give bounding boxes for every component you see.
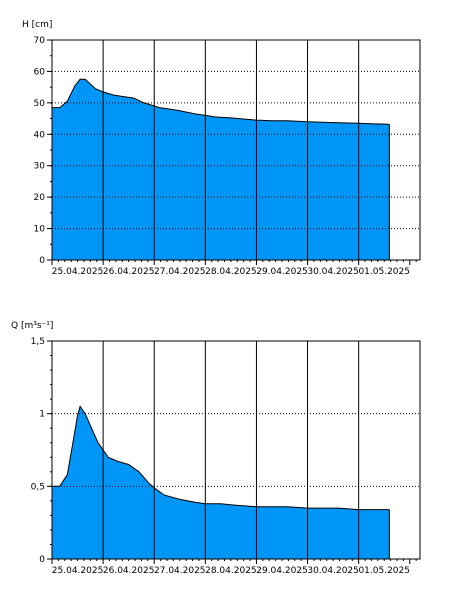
chart-1-ytick-label-6: 60 — [34, 67, 46, 77]
chart-2-xtick-label-4: 29.04.2025 — [256, 566, 308, 576]
chart-2-ylabel: Q [m³s⁻¹] — [11, 321, 53, 331]
chart-1-series-line — [51, 78, 390, 125]
chart-1-xtick-label-2: 27.04.2025 — [154, 267, 206, 277]
chart-1-ytick-label-7: 70 — [34, 36, 46, 46]
chart-1-ylabel: H [cm] — [22, 20, 52, 30]
chart-1-area-fill — [52, 79, 390, 260]
chart-2-area-fill — [52, 406, 390, 559]
chart-2-xtick-label-0: 25.04.2025 — [52, 566, 104, 576]
chart-1-xtick-label-1: 26.04.2025 — [103, 267, 155, 277]
chart-1-ytick-label-5: 50 — [34, 99, 46, 109]
chart-1-xtick-label-3: 28.04.2025 — [205, 267, 257, 277]
chart-1-ytick-label-4: 40 — [34, 130, 46, 140]
chart-1-ytick-label-1: 10 — [34, 225, 46, 235]
chart-2-xtick-label-3: 28.04.2025 — [205, 566, 257, 576]
chart-1-ytick-label-0: 0 — [39, 256, 45, 266]
chart-2-xtick-label-5: 30.04.2025 — [307, 566, 359, 576]
chart-2-xtick-label-6: 01.05.2025 — [358, 566, 410, 576]
chart-2-xtick-label-2: 27.04.2025 — [154, 566, 206, 576]
chart-2-ytick-label-1: 0,5 — [31, 482, 45, 492]
chart-2-series-line — [51, 405, 390, 511]
chart-1-ytick-label-2: 20 — [34, 193, 46, 203]
chart-1-xtick-label-0: 25.04.2025 — [52, 267, 104, 277]
chart-1-ytick-label-3: 30 — [34, 162, 46, 172]
chart-2-xtick-label-1: 26.04.2025 — [103, 566, 155, 576]
chart-2-ytick-label-2: 1 — [39, 410, 45, 420]
chart-1-xtick-label-6: 01.05.2025 — [358, 267, 410, 277]
chart-2-ytick-label-0: 0 — [39, 555, 45, 565]
chart-1-xtick-label-5: 30.04.2025 — [307, 267, 359, 277]
chart-1-xtick-label-4: 29.04.2025 — [256, 267, 308, 277]
chart-2-frame — [51, 340, 421, 560]
chart-2-ytick-label-3: 1,5 — [31, 337, 45, 347]
